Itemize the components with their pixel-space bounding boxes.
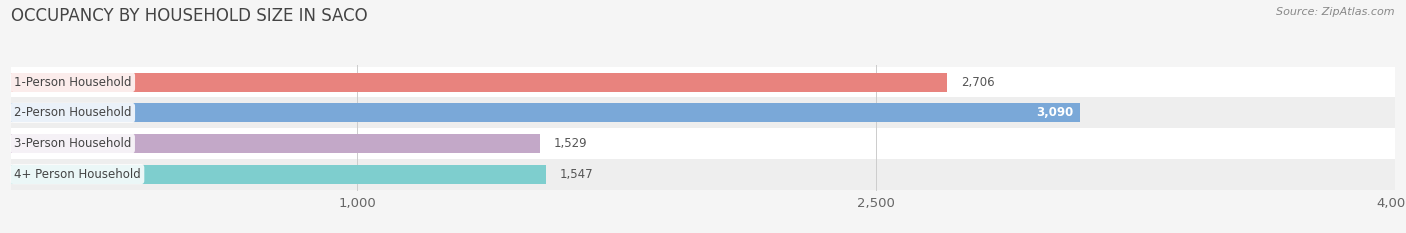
Bar (11, 73, 948, 92)
Bar (11, 97, 1395, 128)
Bar (11, 103, 1080, 122)
Bar (11, 134, 540, 153)
Text: 1,529: 1,529 (554, 137, 588, 150)
Text: 2-Person Household: 2-Person Household (14, 106, 132, 119)
Text: 3,090: 3,090 (1036, 106, 1073, 119)
Text: 1,547: 1,547 (560, 168, 593, 181)
Bar (11, 159, 1395, 189)
Text: 1-Person Household: 1-Person Household (14, 76, 132, 89)
Text: OCCUPANCY BY HOUSEHOLD SIZE IN SACO: OCCUPANCY BY HOUSEHOLD SIZE IN SACO (11, 7, 368, 25)
Bar (11, 165, 547, 184)
Bar (11, 128, 1395, 159)
Text: Source: ZipAtlas.com: Source: ZipAtlas.com (1277, 7, 1395, 17)
Text: 4+ Person Household: 4+ Person Household (14, 168, 141, 181)
Text: 2,706: 2,706 (962, 76, 994, 89)
Text: 3-Person Household: 3-Person Household (14, 137, 131, 150)
Bar (11, 67, 1395, 97)
